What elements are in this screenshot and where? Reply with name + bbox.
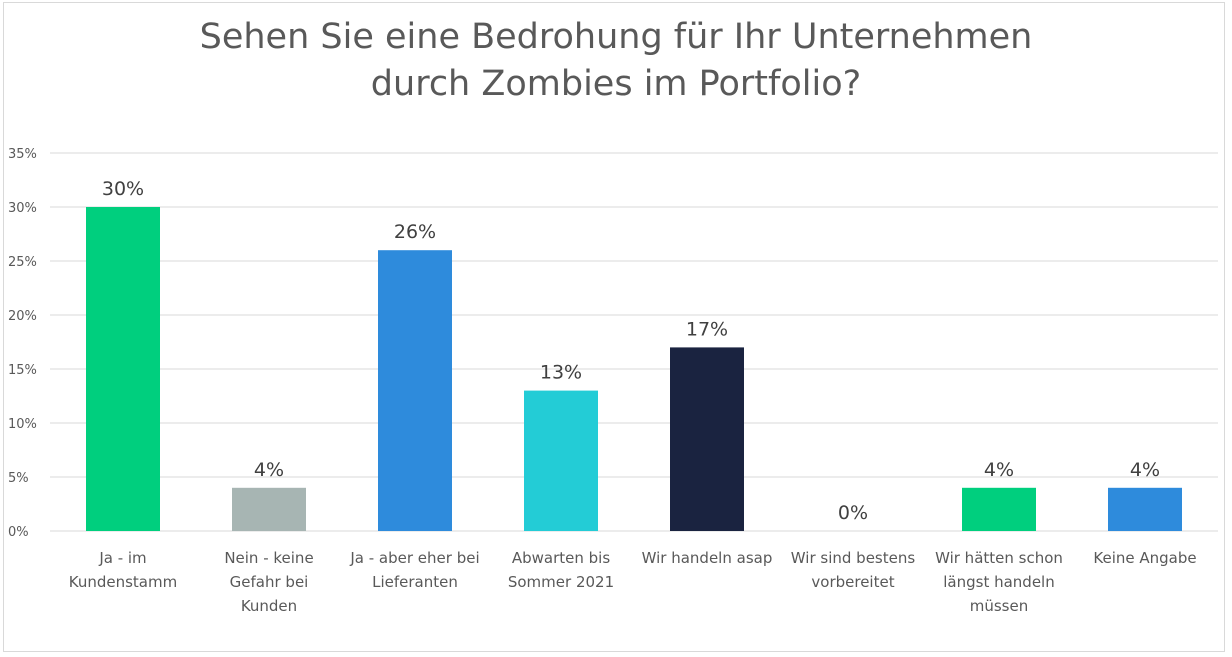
data-label: 4% (1130, 459, 1160, 481)
category-label: Ja - aber eher bei (349, 549, 479, 567)
bar (962, 487, 1036, 531)
data-label: 4% (984, 459, 1014, 481)
category-label: Abwarten bis (512, 549, 610, 567)
y-tick-label: 20% (8, 309, 37, 324)
bar (524, 390, 598, 531)
category-label: Wir hätten schon (935, 549, 1063, 567)
category-label: Sommer 2021 (508, 573, 614, 591)
category-label: längst handeln (943, 573, 1054, 591)
chart-title: Sehen Sie eine Bedrohung für Ihr Unterne… (0, 14, 1232, 108)
data-label: 17% (686, 318, 728, 340)
bar (86, 207, 160, 531)
bar (670, 347, 744, 531)
category-label: Keine Angabe (1093, 549, 1196, 567)
category-label: Gefahr bei (230, 573, 309, 591)
category-label: Kundenstamm (69, 573, 177, 591)
y-tick-label: 10% (8, 417, 37, 432)
category-label: Wir handeln asap (642, 549, 773, 567)
chart-frame (3, 2, 1225, 652)
category-label: Ja - im (98, 549, 146, 567)
data-label: 4% (254, 459, 284, 481)
y-tick-label: 0% (8, 525, 29, 540)
y-tick-label: 15% (8, 363, 37, 378)
category-label: Lieferanten (372, 573, 458, 591)
y-tick-label: 25% (8, 255, 37, 270)
chart-title-line-2: durch Zombies im Portfolio? (370, 64, 862, 104)
category-label: vorbereitet (811, 573, 894, 591)
category-label: Kunden (241, 597, 297, 615)
chart-title-line-1: Sehen Sie eine Bedrohung für Ihr Unterne… (199, 17, 1033, 57)
category-label: Nein - keine (224, 549, 313, 567)
y-tick-label: 30% (8, 201, 37, 216)
bar (378, 250, 452, 531)
category-label: Wir sind bestens (791, 549, 916, 567)
data-label: 30% (102, 178, 144, 200)
bar (232, 487, 306, 531)
y-tick-label: 5% (8, 471, 29, 486)
data-label: 26% (394, 221, 436, 243)
bar (1108, 487, 1182, 531)
y-tick-label: 35% (8, 147, 37, 162)
data-label: 13% (540, 362, 582, 384)
data-label: 0% (838, 502, 868, 524)
category-label: müssen (970, 597, 1028, 615)
